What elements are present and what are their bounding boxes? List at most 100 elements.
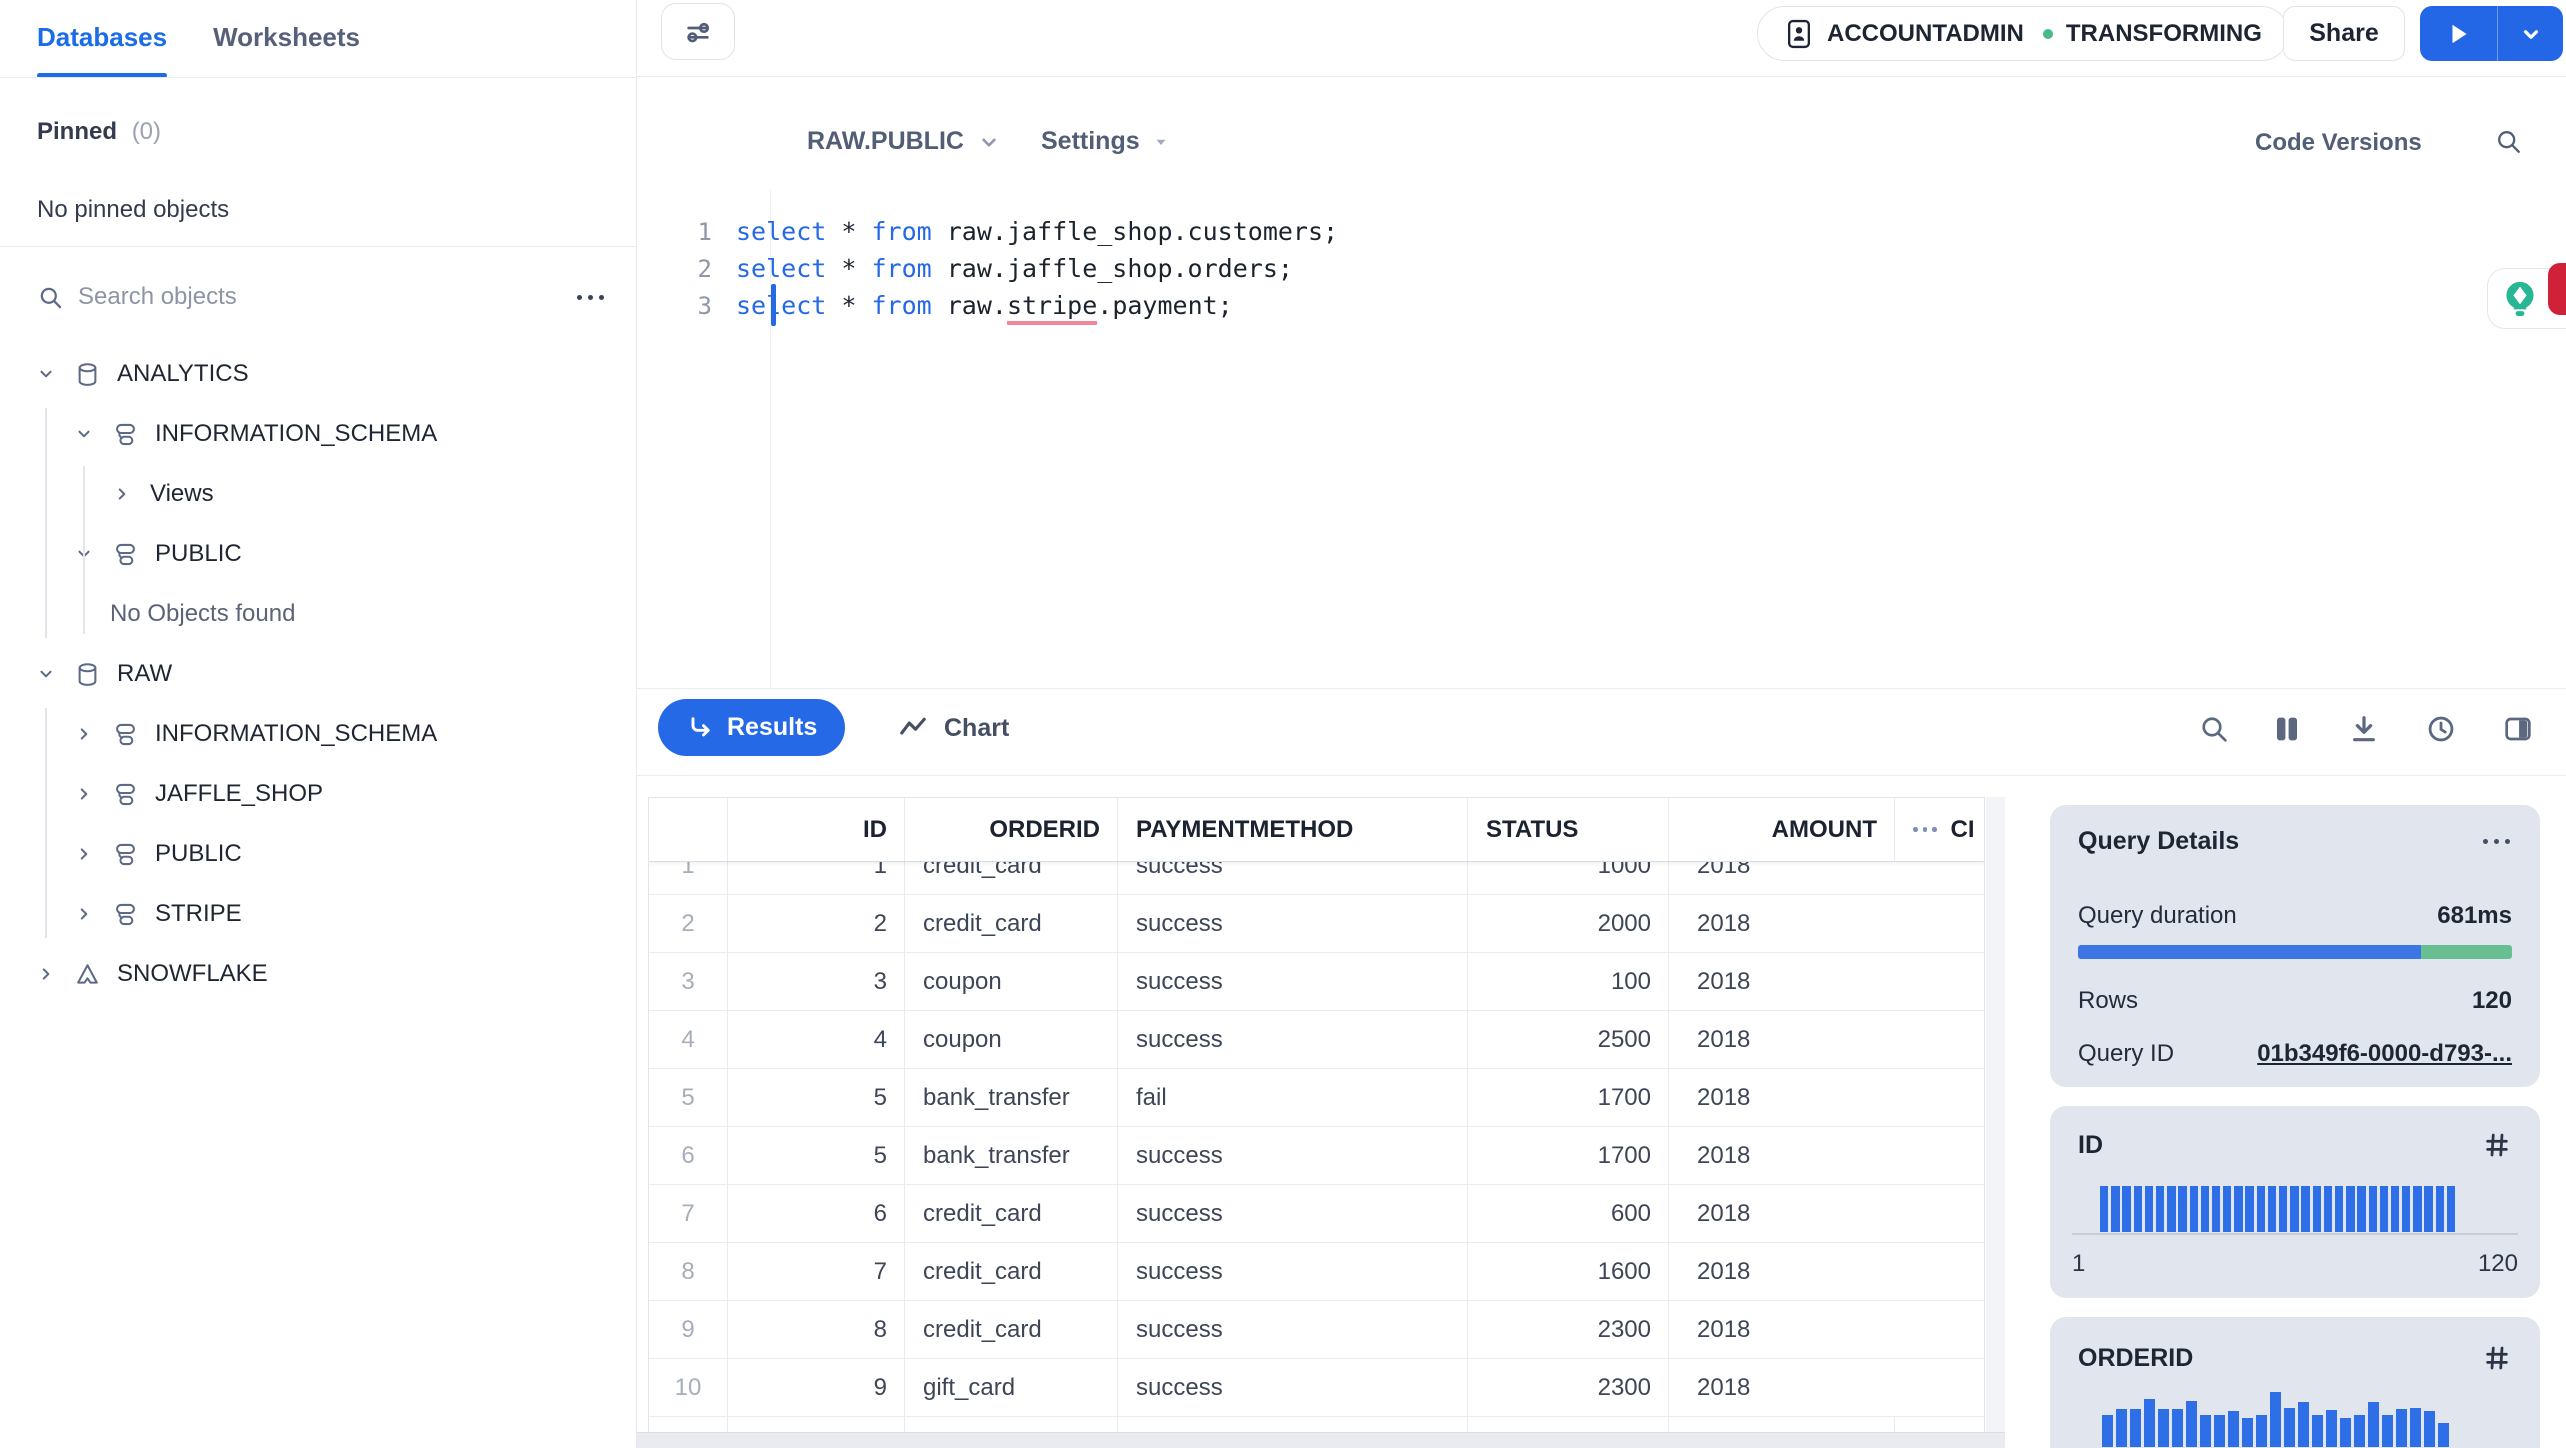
table-cell[interactable]: credit_card bbox=[905, 1185, 1118, 1242]
table-cell[interactable]: 2 bbox=[728, 895, 905, 952]
table-cell[interactable]: 2300 bbox=[1468, 1359, 1669, 1416]
table-cell[interactable]: credit_card bbox=[905, 1243, 1118, 1300]
query-details-menu-button[interactable] bbox=[2481, 833, 2512, 850]
query-id-link[interactable]: 01b349f6-0000-d793-... bbox=[2257, 1040, 2512, 1067]
settings-dropdown[interactable]: Settings bbox=[1041, 127, 1170, 156]
table-cell[interactable]: success bbox=[1118, 895, 1468, 952]
column-header-rownum[interactable] bbox=[649, 798, 728, 861]
table-cell[interactable]: 2018 bbox=[1697, 967, 1751, 995]
table-row[interactable]: 9 8 credit_card success 2300 2018 bbox=[649, 1301, 1984, 1359]
column-header-ci[interactable]: CI bbox=[1895, 798, 1984, 861]
tab-results[interactable]: Results bbox=[658, 699, 846, 756]
table-row[interactable]: 2 2 credit_card success 2000 2018 bbox=[649, 895, 1984, 953]
tree-item-snowflake[interactable]: SNOWFLAKE bbox=[0, 944, 636, 1004]
table-cell[interactable]: success bbox=[1118, 1185, 1468, 1242]
table-row[interactable]: 10 9 gift_card success 2300 2018 bbox=[649, 1359, 1984, 1417]
tree-item-information-schema[interactable]: INFORMATION_SCHEMA bbox=[0, 704, 636, 764]
table-row[interactable]: 6 5 bank_transfer success 1700 2018 bbox=[649, 1127, 1984, 1185]
table-cell[interactable]: 2300 bbox=[1468, 1301, 1669, 1358]
table-cell[interactable]: 2018 bbox=[1697, 1083, 1751, 1111]
code-line-2[interactable]: 2 select * from raw.jaffle_shop.orders; bbox=[637, 250, 2566, 287]
tree-item-views[interactable]: Views bbox=[0, 464, 636, 524]
table-cell[interactable]: 5 bbox=[728, 1127, 905, 1184]
chevron-down-icon[interactable] bbox=[72, 422, 96, 446]
code-line-3[interactable]: 3 select * from raw.stripe.payment; bbox=[637, 287, 2566, 325]
table-cell[interactable]: success bbox=[1118, 1301, 1468, 1358]
table-cell[interactable]: 600 bbox=[1468, 1185, 1669, 1242]
run-options-button[interactable] bbox=[2498, 6, 2563, 61]
results-columns-button[interactable] bbox=[2271, 713, 2303, 745]
table-cell[interactable]: coupon bbox=[905, 953, 1118, 1010]
search-objects-input[interactable] bbox=[78, 283, 561, 311]
tree-item-analytics[interactable]: ANALYTICS bbox=[0, 344, 636, 404]
copilot-suggestion-pill[interactable]: 1 bbox=[2487, 263, 2566, 329]
table-cell[interactable]: success bbox=[1118, 1243, 1468, 1300]
table-cell[interactable]: 9 bbox=[728, 1359, 905, 1416]
share-button[interactable]: Share bbox=[2283, 6, 2405, 61]
code-versions-button[interactable]: Code Versions bbox=[2255, 129, 2422, 156]
sql-editor[interactable]: 1 select * from raw.jaffle_shop.customers… bbox=[637, 213, 2566, 325]
table-cell[interactable]: 5 bbox=[728, 1069, 905, 1126]
table-row[interactable]: 4 4 coupon success 2500 2018 bbox=[649, 1011, 1984, 1069]
table-cell[interactable]: 2018 bbox=[1697, 1141, 1751, 1169]
run-button[interactable] bbox=[2420, 6, 2497, 61]
tree-item-information-schema[interactable]: INFORMATION_SCHEMA bbox=[0, 404, 636, 464]
table-row[interactable]: 8 7 credit_card success 1600 2018 bbox=[649, 1243, 1984, 1301]
table-cell[interactable]: coupon bbox=[905, 1011, 1118, 1068]
table-cell[interactable]: 2018 bbox=[1697, 1315, 1751, 1343]
table-cell[interactable]: bank_transfer bbox=[905, 1127, 1118, 1184]
table-cell[interactable]: success bbox=[1118, 1127, 1468, 1184]
table-cell[interactable]: 4 bbox=[728, 1011, 905, 1068]
chevron-right-icon[interactable] bbox=[72, 722, 96, 746]
tab-databases[interactable]: Databases bbox=[37, 22, 168, 52]
table-cell[interactable]: 3 bbox=[728, 953, 905, 1010]
table-cell[interactable]: 2018 bbox=[1697, 1373, 1751, 1401]
table-row[interactable]: 3 3 coupon success 100 2018 bbox=[649, 953, 1984, 1011]
table-cell[interactable]: success bbox=[1118, 862, 1468, 894]
table-row[interactable]: 1 1 credit_card success 1000 2018 bbox=[649, 862, 1984, 895]
table-cell[interactable]: 2018 bbox=[1697, 909, 1751, 937]
table-row[interactable]: 5 5 bank_transfer fail 1700 2018 bbox=[649, 1069, 1984, 1127]
chevron-down-icon[interactable] bbox=[34, 362, 58, 386]
table-cell[interactable]: credit_card bbox=[905, 862, 1118, 894]
tab-chart[interactable]: Chart bbox=[897, 708, 1009, 748]
table-cell[interactable]: success bbox=[1118, 1359, 1468, 1416]
tree-item-raw[interactable]: RAW bbox=[0, 644, 636, 704]
table-cell[interactable]: gift_card bbox=[905, 1359, 1118, 1416]
table-cell[interactable]: 1700 bbox=[1468, 1069, 1669, 1126]
worksheet-filters-button[interactable] bbox=[661, 3, 735, 60]
table-cell[interactable]: 7 bbox=[728, 1243, 905, 1300]
column-header-amount[interactable]: AMOUNT bbox=[1669, 798, 1895, 861]
results-download-button[interactable] bbox=[2348, 713, 2380, 745]
column-header-id[interactable]: ID bbox=[728, 798, 905, 861]
table-cell[interactable]: 2018 bbox=[1697, 1025, 1751, 1053]
tree-item-public[interactable]: PUBLIC bbox=[0, 824, 636, 884]
table-cell[interactable]: 2500 bbox=[1468, 1011, 1669, 1068]
results-table[interactable]: ID ORDERID PAYMENTMETHOD STATUS AMOUNT CI 1 1 cr… bbox=[648, 797, 1985, 1433]
tree-item-public[interactable]: PUBLIC bbox=[0, 524, 636, 584]
editor-search-button[interactable] bbox=[2494, 127, 2523, 156]
tree-item-stripe[interactable]: STRIPE bbox=[0, 884, 636, 944]
table-horizontal-scrollbar[interactable] bbox=[637, 1432, 2005, 1448]
column-header-status[interactable]: STATUS bbox=[1468, 798, 1669, 861]
tab-worksheets[interactable]: Worksheets bbox=[213, 22, 360, 52]
table-cell[interactable]: success bbox=[1118, 953, 1468, 1010]
table-cell[interactable]: 100 bbox=[1468, 953, 1669, 1010]
context-selector-button[interactable]: ACCOUNTADMIN TRANSFORMING bbox=[1757, 6, 2289, 61]
table-cell[interactable]: credit_card bbox=[905, 895, 1118, 952]
column-header-paymentmethod[interactable]: PAYMENTMETHOD bbox=[1118, 798, 1468, 861]
table-cell[interactable]: 6 bbox=[728, 1185, 905, 1242]
chevron-right-icon[interactable] bbox=[72, 842, 96, 866]
results-history-button[interactable] bbox=[2425, 713, 2457, 745]
chevron-right-icon[interactable] bbox=[72, 782, 96, 806]
column-header-orderid[interactable]: ORDERID bbox=[905, 798, 1118, 861]
table-cell[interactable]: 2018 bbox=[1697, 862, 1751, 879]
table-cell[interactable]: 1 bbox=[728, 862, 905, 894]
table-cell[interactable]: success bbox=[1118, 1011, 1468, 1068]
schema-context-dropdown[interactable]: RAW.PUBLIC bbox=[807, 127, 1002, 156]
table-cell[interactable]: 8 bbox=[728, 1301, 905, 1358]
table-vertical-scrollbar[interactable] bbox=[1986, 797, 2005, 1433]
table-cell[interactable]: credit_card bbox=[905, 1301, 1118, 1358]
table-cell[interactable]: 1600 bbox=[1468, 1243, 1669, 1300]
chevron-right-icon[interactable] bbox=[72, 902, 96, 926]
